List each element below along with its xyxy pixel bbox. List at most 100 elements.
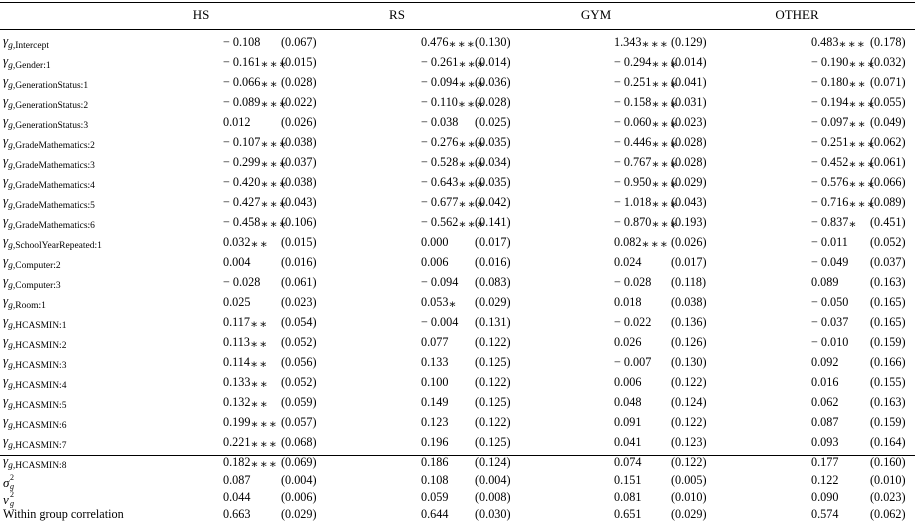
significance-stars: ∗∗	[250, 236, 269, 251]
estimate-value: − 0.294	[614, 54, 652, 69]
gamma-symbol: γ	[3, 133, 9, 148]
estimate-cell: − 0.028	[570, 272, 671, 292]
standard-error-cell: (0.025)	[475, 114, 511, 129]
standard-error-cell: (0.122)	[671, 374, 707, 389]
standard-error-cell: (0.028)	[475, 94, 511, 109]
standard-error-cell: (0.035)	[475, 134, 511, 149]
significance-stars: ∗∗∗	[651, 56, 679, 71]
standard-error-cell: (0.038)	[671, 294, 707, 309]
estimate-cell: 0.113∗∗	[173, 332, 281, 352]
estimate-value: 0.113	[223, 334, 250, 349]
estimate-value: − 0.427	[223, 194, 261, 209]
standard-error-cell: (0.125)	[475, 354, 511, 369]
estimate-cell: − 0.037	[766, 312, 870, 332]
significance-stars: ∗∗∗	[250, 436, 278, 451]
row-label: γg,GradeMathematics:4	[0, 172, 173, 192]
coefficient-subscript: g,HCASMIN:2	[8, 341, 67, 351]
coefficient-subscript: g,SchoolYearRepeated:1	[8, 241, 102, 251]
standard-error-cell: (0.056)	[281, 354, 317, 369]
estimate-cell: 0.663	[173, 506, 281, 523]
estimate-value: 0.663	[223, 507, 251, 521]
estimate-cell: 0.117∗∗	[173, 312, 281, 332]
estimate-value: 0.006	[614, 374, 642, 389]
standard-error-cell: (0.031)	[671, 94, 707, 109]
table-row: γg,Intercept − 0.108 (0.067) 0.476∗∗∗ (0.130…	[0, 32, 915, 52]
gamma-symbol: γ	[3, 233, 9, 248]
estimate-value: 0.177	[811, 454, 839, 469]
significance-stars: ∗∗∗	[458, 76, 486, 91]
significance-stars: ∗∗∗	[260, 96, 288, 111]
standard-error-cell: (0.059)	[281, 394, 317, 409]
coefficient-name: Room:1	[15, 301, 46, 311]
significance-stars: ∗∗∗	[458, 196, 486, 211]
standard-error-cell: (0.029)	[671, 174, 707, 189]
row-label: γg,HCASMIN:2	[0, 332, 173, 352]
estimate-cell: − 0.294∗∗∗	[570, 52, 678, 72]
standard-error-cell: (0.052)	[281, 374, 317, 389]
coefficient-name: HCASMIN:4	[15, 381, 67, 391]
estimate-cell: − 0.716∗∗∗	[766, 192, 875, 212]
estimate-cell: 0.087	[766, 412, 870, 432]
significance-stars: ∗	[848, 216, 858, 231]
group-index: g	[8, 361, 13, 371]
coefficient-subscript: g,GradeMathematics:4	[8, 181, 95, 191]
estimate-cell: − 0.066∗∗	[173, 72, 281, 92]
estimate-value: 0.041	[614, 434, 642, 449]
row-label: γg,Room:1	[0, 292, 173, 312]
coefficient-subscript: g,GenerationStatus:2	[8, 101, 89, 111]
significance-stars: ∗∗∗	[848, 56, 876, 71]
row-label: γg,Computer:3	[0, 272, 173, 292]
gamma-symbol: γ	[3, 253, 9, 268]
coefficient-name: HCASMIN:8	[15, 461, 67, 471]
standard-error-cell: (0.036)	[475, 74, 511, 89]
estimate-value: 0.074	[614, 454, 642, 469]
coefficient-subscript: g,Computer:3	[8, 281, 61, 291]
estimate-cell: − 0.089∗∗∗	[173, 92, 287, 112]
estimate-cell: − 0.011	[766, 232, 870, 252]
estimate-value: − 0.194	[811, 94, 849, 109]
group-index: g	[10, 499, 14, 509]
standard-error-cell: (0.159)	[870, 334, 906, 349]
standard-error-cell: (0.026)	[671, 234, 707, 249]
table-row: γg,GradeMathematics:4− 0.420∗∗∗ (0.038) − …	[0, 172, 915, 192]
table-row: γg,Computer:3 − 0.028 (0.061) − 0.094 (0.083…	[0, 272, 915, 292]
standard-error-cell: (0.032)	[870, 54, 906, 69]
estimate-cell: 0.077	[376, 332, 475, 352]
group-index: g	[8, 241, 13, 251]
estimate-value: 0.025	[223, 294, 251, 309]
estimate-cell: − 0.161∗∗∗	[173, 52, 287, 72]
table-row: γg,SchoolYearRepeated:1 0.032∗∗ (0.015) 0.0…	[0, 232, 915, 252]
row-label: Within group correlation	[3, 507, 124, 521]
standard-error-cell: (0.165)	[870, 294, 906, 309]
standard-error-cell: (0.017)	[475, 234, 511, 249]
coefficient-name: HCASMIN:7	[15, 441, 67, 451]
standard-error-cell: (0.122)	[475, 374, 511, 389]
group-index: g	[8, 281, 13, 291]
table-row: γg,GradeMathematics:3− 0.299∗∗∗ (0.037) − …	[0, 152, 915, 172]
estimate-value: 0.082	[614, 234, 642, 249]
significance-stars: ∗∗∗	[651, 76, 679, 91]
standard-error-cell: (0.037)	[870, 254, 906, 269]
standard-error-cell: (0.062)	[870, 507, 906, 521]
estimate-value: − 0.420	[223, 174, 261, 189]
estimate-cell: 0.133∗∗	[173, 372, 281, 392]
estimate-value: 0.199	[223, 414, 251, 429]
estimate-value: 0.151	[614, 473, 642, 487]
row-label: γg,GradeMathematics:2	[0, 132, 173, 152]
coefficient-subscript: g,HCASMIN:8	[8, 461, 67, 471]
estimate-cell: − 0.562∗∗∗	[376, 212, 485, 232]
significance-stars: ∗∗∗	[651, 176, 679, 191]
row-label: γg,GenerationStatus:3	[0, 112, 173, 132]
gamma-symbol: γ	[3, 293, 9, 308]
estimate-cell: − 0.094∗∗∗	[376, 72, 485, 92]
coefficient-name: HCASMIN:3	[15, 361, 67, 371]
standard-error-cell: (0.010)	[870, 473, 906, 487]
estimate-value: − 0.528	[421, 154, 459, 169]
estimate-cell: 0.089	[766, 272, 870, 292]
estimate-cell: 0.100	[376, 372, 475, 392]
estimate-cell: 0.032∗∗	[173, 232, 281, 252]
estimate-cell: − 0.870∗∗∗	[570, 212, 678, 232]
table-row: Within group correlation 0.663 (0.029) 0.64…	[0, 506, 915, 523]
estimate-cell: 0.006	[570, 372, 671, 392]
estimate-cell: 0.018	[570, 292, 671, 312]
